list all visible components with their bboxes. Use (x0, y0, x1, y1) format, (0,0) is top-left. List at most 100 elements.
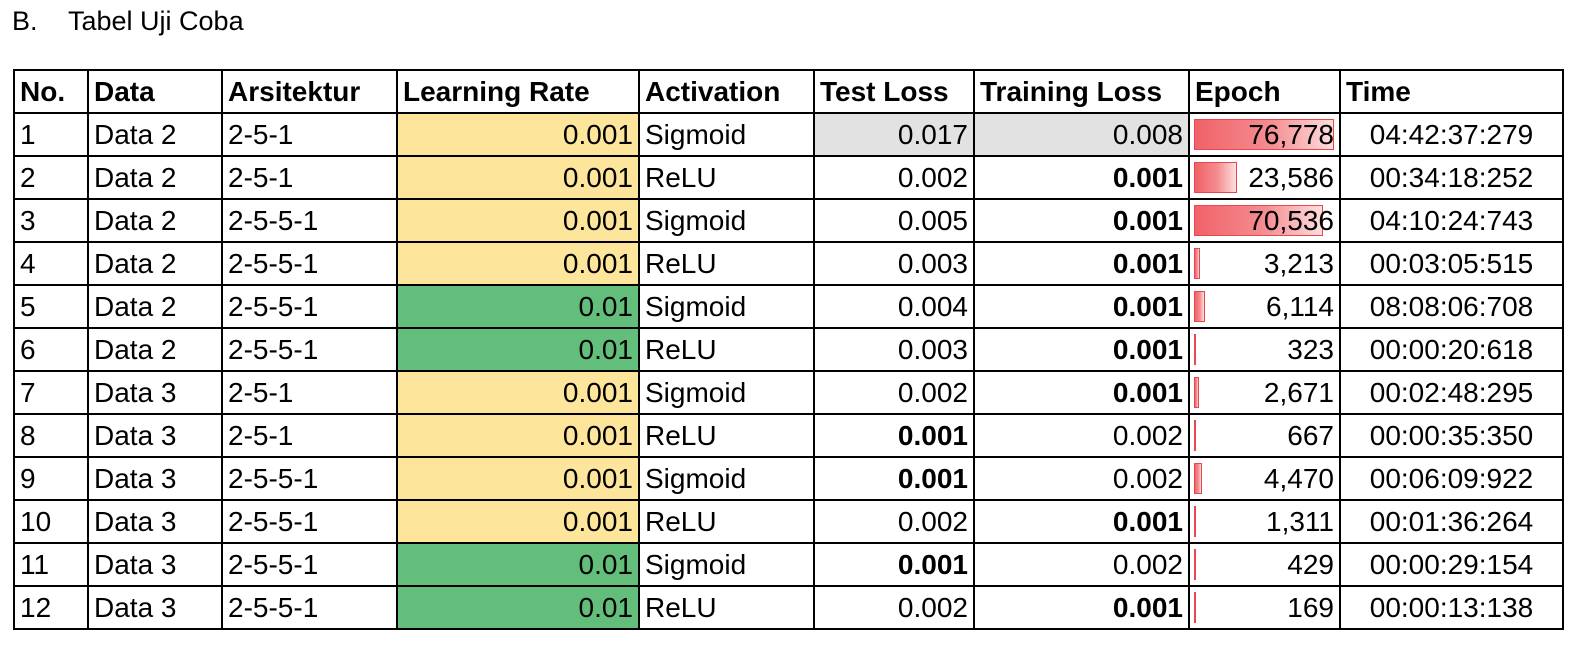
row-training-loss: 0.001 (973, 241, 1190, 286)
row-training-loss: 0.001 (973, 585, 1190, 630)
row-number: 11 (13, 542, 89, 587)
row-time: 00:00:29:154 (1339, 542, 1564, 587)
epoch-value: 3,213 (1263, 248, 1334, 279)
row-time: 08:08:06:708 (1339, 284, 1564, 329)
epoch-value: 4,470 (1263, 463, 1334, 494)
row-epoch: 70,536 (1188, 198, 1341, 243)
row-activation: Sigmoid (638, 370, 815, 415)
epoch-data-bar (1194, 162, 1237, 193)
row-number: 9 (13, 456, 89, 501)
epoch-data-bar (1194, 377, 1199, 408)
row-training-loss: 0.008 (973, 112, 1190, 157)
row-activation: Sigmoid (638, 112, 815, 157)
table-row: 2 Data 2 2-5-1 0.001 ReLU 0.002 0.001 23,586 00:… (13, 155, 1564, 200)
row-test-loss: 0.005 (813, 198, 975, 243)
table-row: 5 Data 2 2-5-5-1 0.01 Sigmoid 0.004 0.001 6,114… (13, 284, 1564, 329)
row-test-loss: 0.003 (813, 327, 975, 372)
epoch-value: 1,311 (1266, 506, 1334, 537)
header-activation: Activation (638, 69, 815, 114)
row-number: 8 (13, 413, 89, 458)
row-time: 00:06:09:922 (1339, 456, 1564, 501)
row-architecture: 2-5-5-1 (221, 499, 398, 544)
row-activation: Sigmoid (638, 198, 815, 243)
results-table: No. Data Arsitektur Learning Rate Activa… (13, 69, 1564, 630)
section-number: B. (12, 6, 38, 36)
header-time: Time (1339, 69, 1564, 114)
row-epoch: 323 (1188, 327, 1341, 372)
row-architecture: 2-5-1 (221, 413, 398, 458)
row-epoch: 667 (1188, 413, 1341, 458)
table-row: 11 Data 3 2-5-5-1 0.01 Sigmoid 0.001 0.002 429 0… (13, 542, 1564, 587)
row-learning-rate: 0.001 (396, 112, 640, 157)
header-row: No. Data Arsitektur Learning Rate Activa… (13, 69, 1564, 114)
epoch-data-bar (1194, 291, 1205, 322)
row-time: 00:00:20:618 (1339, 327, 1564, 372)
row-learning-rate: 0.001 (396, 499, 640, 544)
row-data: Data 3 (87, 585, 223, 630)
row-epoch: 6,114 (1188, 284, 1341, 329)
row-number: 1 (13, 112, 89, 157)
row-time: 04:42:37:279 (1339, 112, 1564, 157)
row-number: 5 (13, 284, 89, 329)
header-data: Data (87, 69, 223, 114)
row-activation: ReLU (638, 241, 815, 286)
epoch-value: 2,671 (1263, 377, 1334, 408)
row-test-loss: 0.001 (813, 413, 975, 458)
row-data: Data 2 (87, 112, 223, 157)
section-heading: B. Tabel Uji Coba (12, 4, 244, 38)
epoch-data-bar (1194, 463, 1202, 494)
epoch-value: 169 (1287, 592, 1334, 623)
header-learning-rate: Learning Rate (396, 69, 640, 114)
epoch-value: 323 (1287, 334, 1334, 365)
header-training-loss: Training Loss (973, 69, 1190, 114)
row-number: 2 (13, 155, 89, 200)
epoch-data-bar (1194, 334, 1196, 365)
row-learning-rate: 0.001 (396, 155, 640, 200)
header-no: No. (13, 69, 89, 114)
row-number: 12 (13, 585, 89, 630)
epoch-data-bar (1194, 506, 1196, 537)
row-epoch: 4,470 (1188, 456, 1341, 501)
row-activation: ReLU (638, 413, 815, 458)
row-data: Data 2 (87, 284, 223, 329)
row-data: Data 3 (87, 370, 223, 415)
row-architecture: 2-5-5-1 (221, 198, 398, 243)
table-row: 3 Data 2 2-5-5-1 0.001 Sigmoid 0.005 0.001 70,5… (13, 198, 1564, 243)
row-training-loss: 0.001 (973, 327, 1190, 372)
row-learning-rate: 0.001 (396, 456, 640, 501)
table-row: 7 Data 3 2-5-1 0.001 Sigmoid 0.002 0.001 2,671 0… (13, 370, 1564, 415)
table-row: 10 Data 3 2-5-5-1 0.001 ReLU 0.002 0.001 1,311 0… (13, 499, 1564, 544)
epoch-data-bar (1194, 420, 1196, 451)
row-activation: ReLU (638, 327, 815, 372)
epoch-value: 76,778 (1248, 119, 1334, 150)
table-row: 12 Data 3 2-5-5-1 0.01 ReLU 0.002 0.001 169 00:0… (13, 585, 1564, 630)
row-learning-rate: 0.01 (396, 284, 640, 329)
row-activation: ReLU (638, 155, 815, 200)
row-test-loss: 0.001 (813, 542, 975, 587)
row-data: Data 3 (87, 413, 223, 458)
row-architecture: 2-5-1 (221, 155, 398, 200)
row-epoch: 23,586 (1188, 155, 1341, 200)
row-time: 00:34:18:252 (1339, 155, 1564, 200)
row-training-loss: 0.001 (973, 370, 1190, 415)
epoch-data-bar (1194, 205, 1323, 236)
row-time: 00:01:36:264 (1339, 499, 1564, 544)
row-architecture: 2-5-5-1 (221, 284, 398, 329)
header-epoch: Epoch (1188, 69, 1341, 114)
header-test-loss: Test Loss (813, 69, 975, 114)
row-activation: Sigmoid (638, 542, 815, 587)
row-epoch: 1,311 (1188, 499, 1341, 544)
epoch-data-bar (1194, 248, 1200, 279)
header-arsitektur: Arsitektur (221, 69, 398, 114)
row-test-loss: 0.003 (813, 241, 975, 286)
row-training-loss: 0.001 (973, 155, 1190, 200)
row-training-loss: 0.002 (973, 542, 1190, 587)
row-training-loss: 0.001 (973, 499, 1190, 544)
row-test-loss: 0.004 (813, 284, 975, 329)
row-data: Data 2 (87, 327, 223, 372)
row-architecture: 2-5-1 (221, 112, 398, 157)
epoch-data-bar (1194, 592, 1196, 623)
table-row: 1 Data 2 2-5-1 0.001 Sigmoid 0.017 0.008 76,778… (13, 112, 1564, 157)
row-architecture: 2-5-5-1 (221, 542, 398, 587)
row-number: 7 (13, 370, 89, 415)
